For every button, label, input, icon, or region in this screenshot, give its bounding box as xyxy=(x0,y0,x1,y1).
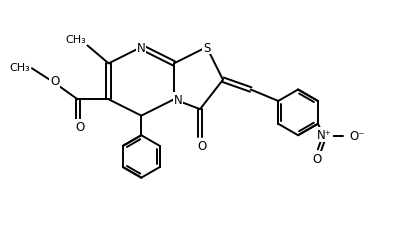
Text: N: N xyxy=(137,41,145,54)
Text: N⁺: N⁺ xyxy=(316,128,331,142)
Text: O: O xyxy=(197,140,207,153)
Text: O⁻: O⁻ xyxy=(348,129,364,142)
Text: N: N xyxy=(173,93,182,106)
Text: S: S xyxy=(202,41,210,54)
Text: O: O xyxy=(50,75,59,88)
Text: CH₃: CH₃ xyxy=(9,63,30,73)
Text: O: O xyxy=(312,152,321,165)
Text: O: O xyxy=(75,120,85,133)
Text: CH₃: CH₃ xyxy=(65,35,85,45)
